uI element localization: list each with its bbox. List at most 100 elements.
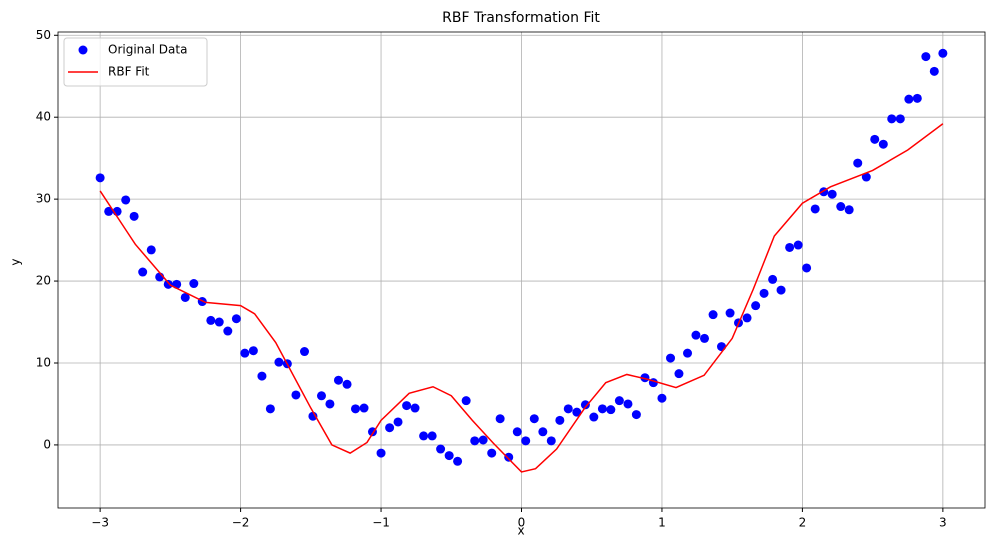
- data-point: [802, 263, 812, 273]
- data-point: [827, 189, 837, 199]
- data-point: [606, 405, 616, 415]
- data-point: [257, 371, 267, 381]
- data-point: [895, 114, 905, 124]
- data-point: [912, 93, 922, 103]
- data-point: [487, 448, 497, 458]
- data-point: [717, 342, 727, 352]
- data-point: [904, 94, 914, 104]
- data-point: [265, 404, 275, 414]
- legend-box: [63, 37, 208, 87]
- y-tick-label: 30: [36, 192, 51, 206]
- data-point: [444, 451, 454, 461]
- data-point: [333, 375, 343, 385]
- data-point: [640, 373, 650, 383]
- data-point: [461, 396, 471, 406]
- data-point: [274, 357, 284, 367]
- data-point: [836, 202, 846, 212]
- data-point: [725, 308, 735, 318]
- data-point: [742, 313, 752, 323]
- data-point: [793, 240, 803, 250]
- data-point: [683, 348, 693, 358]
- data-point: [206, 315, 216, 325]
- data-point: [316, 391, 326, 401]
- data-point: [376, 448, 386, 458]
- data-point: [95, 173, 105, 183]
- y-tick-label: 0: [43, 437, 51, 451]
- legend-label: RBF Fit: [108, 65, 150, 79]
- data-point: [419, 431, 429, 441]
- data-point: [189, 279, 199, 289]
- data-point: [597, 404, 607, 414]
- data-point: [138, 267, 148, 277]
- data-point: [393, 417, 403, 427]
- legend-label: Original Data: [108, 43, 187, 57]
- data-point: [853, 158, 863, 168]
- data-point: [495, 414, 505, 424]
- data-point: [921, 52, 931, 62]
- data-point: [861, 172, 871, 182]
- x-tick-label: 3: [939, 516, 947, 530]
- data-point: [708, 310, 718, 320]
- y-axis-label: y: [9, 258, 23, 265]
- data-point: [589, 412, 599, 422]
- fit-line: [99, 123, 944, 473]
- data-point: [555, 415, 565, 425]
- data-point: [691, 330, 701, 340]
- data-point: [512, 427, 522, 437]
- data-point: [342, 379, 352, 389]
- data-point: [776, 285, 786, 295]
- x-tick-label: −1: [372, 516, 390, 530]
- data-point: [121, 195, 131, 205]
- data-point: [470, 436, 480, 446]
- data-point: [240, 348, 250, 358]
- data-point: [631, 410, 641, 420]
- x-axis-label: x: [517, 524, 524, 538]
- plot-frame: [57, 31, 986, 509]
- data-point: [768, 274, 778, 284]
- data-point: [887, 114, 897, 124]
- data-point: [538, 427, 548, 437]
- data-point: [231, 314, 241, 324]
- data-point: [521, 436, 531, 446]
- data-point: [427, 431, 437, 441]
- data-point: [563, 404, 573, 414]
- data-point: [436, 444, 446, 454]
- data-point: [529, 414, 539, 424]
- data-point: [453, 456, 463, 466]
- data-point: [810, 204, 820, 214]
- data-point: [844, 205, 854, 215]
- data-point: [308, 411, 318, 421]
- data-point: [248, 346, 258, 356]
- data-point: [129, 211, 139, 221]
- data-point: [623, 399, 633, 409]
- data-point: [385, 423, 395, 433]
- data-point: [504, 452, 514, 462]
- y-tick-label: 40: [36, 110, 51, 124]
- data-point: [478, 435, 488, 445]
- data-point: [929, 66, 939, 76]
- data-point: [759, 288, 769, 298]
- legend: Original Data RBF Fit: [63, 37, 208, 87]
- data-point: [104, 206, 114, 216]
- x-tick-label: −3: [91, 516, 109, 530]
- data-point: [146, 245, 156, 255]
- data-point: [878, 139, 888, 149]
- data-point: [674, 369, 684, 379]
- data-point: [214, 317, 224, 327]
- data-point: [223, 326, 233, 336]
- data-point: [657, 393, 667, 403]
- chart-title: RBF Transformation Fit: [442, 10, 600, 26]
- data-point: [572, 407, 582, 417]
- data-point: [325, 399, 335, 409]
- y-tick-label: 50: [36, 28, 51, 42]
- data-point: [291, 390, 301, 400]
- data-point: [546, 436, 556, 446]
- data-point: [180, 292, 190, 302]
- data-point: [614, 396, 624, 406]
- x-tick-label: 0: [518, 516, 526, 530]
- data-point: [163, 279, 173, 289]
- data-point: [299, 347, 309, 357]
- data-point: [666, 353, 676, 363]
- y-tick-label: 20: [36, 274, 51, 288]
